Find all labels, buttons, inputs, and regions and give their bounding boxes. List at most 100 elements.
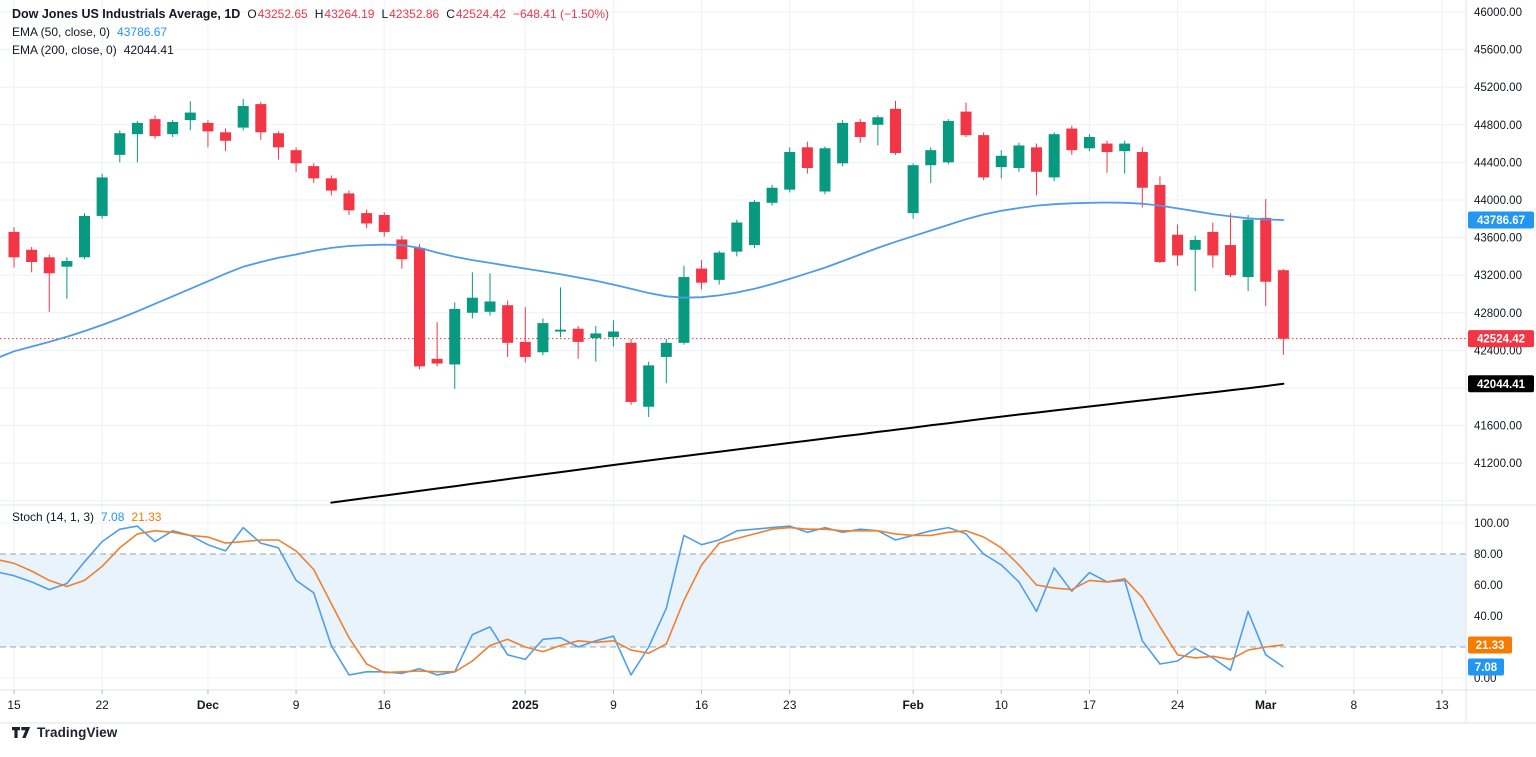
- price-badge-text: 43786.67: [1477, 215, 1525, 227]
- candle-body: [1083, 137, 1095, 149]
- candle-body: [854, 121, 866, 137]
- time-axis-label[interactable]: 13: [1435, 698, 1449, 712]
- candle-body: [1136, 152, 1148, 188]
- time-axis-label[interactable]: Mar: [1255, 698, 1277, 712]
- time-axis-label[interactable]: 10: [995, 698, 1009, 712]
- time-axis-label[interactable]: 9: [293, 698, 300, 712]
- candle-body: [1207, 231, 1219, 256]
- candle-body: [114, 133, 126, 155]
- candle-body: [272, 133, 284, 148]
- candle-body: [361, 213, 373, 224]
- stoch-axis-label[interactable]: 0.00: [1474, 673, 1496, 685]
- candle-body: [1031, 147, 1043, 172]
- symbol-legend[interactable]: Dow Jones US Industrials Average, 1D O 43…: [12, 7, 609, 21]
- price-axis-label[interactable]: 44800.00: [1474, 120, 1522, 132]
- candle-body: [1101, 143, 1113, 153]
- price-axis-label[interactable]: 42800.00: [1474, 308, 1522, 320]
- time-axis-label[interactable]: 2025: [512, 698, 539, 712]
- candle-body: [431, 358, 443, 364]
- candle-body: [748, 201, 760, 246]
- time-axis-label[interactable]: 24: [1171, 698, 1185, 712]
- candle-body: [1048, 134, 1060, 178]
- candle-body: [537, 323, 549, 353]
- price-axis-label[interactable]: 43600.00: [1474, 233, 1522, 245]
- candle-body: [378, 215, 390, 232]
- stoch-axis-label[interactable]: 80.00: [1474, 549, 1503, 561]
- candle-body: [837, 122, 849, 164]
- price-axis-label[interactable]: 44000.00: [1474, 195, 1522, 207]
- time-axis-label[interactable]: 22: [95, 698, 109, 712]
- price-badge-text: 42524.42: [1477, 334, 1525, 346]
- time-axis-label[interactable]: 15: [7, 698, 21, 712]
- candle-body: [801, 147, 813, 169]
- price-axis-label[interactable]: 44400.00: [1474, 157, 1522, 169]
- candle-body: [713, 252, 725, 280]
- stoch-axis-label[interactable]: 60.00: [1474, 580, 1503, 592]
- tradingview-logo-icon: [12, 727, 31, 738]
- candle-body: [607, 331, 619, 338]
- time-axis-label[interactable]: 23: [783, 698, 797, 712]
- candle-body: [1172, 234, 1184, 256]
- candle-body: [255, 104, 267, 133]
- ema200-legend[interactable]: EMA (200, close, 0) 42044.41: [12, 43, 174, 57]
- candle-body: [26, 249, 38, 262]
- time-axis-label[interactable]: 17: [1083, 698, 1097, 712]
- ema50-legend[interactable]: EMA (50, close, 0) 43786.67: [12, 25, 167, 39]
- candle-body: [890, 108, 901, 153]
- time-axis-label[interactable]: 16: [378, 698, 392, 712]
- candle-body: [131, 122, 143, 135]
- tradingview-logo[interactable]: TradingView: [12, 725, 117, 740]
- candle-body: [907, 165, 919, 214]
- candle-body: [1277, 270, 1289, 339]
- candle-body: [413, 247, 425, 367]
- price-axis-label[interactable]: 43200.00: [1474, 270, 1522, 282]
- candle-body: [519, 341, 531, 357]
- stoch-legend[interactable]: Stoch (14, 1, 3) 7.08 21.33: [12, 510, 161, 524]
- candle-body: [1119, 143, 1131, 152]
- price-axis-label[interactable]: 46000.00: [1474, 7, 1522, 19]
- stoch-badge: [1468, 636, 1512, 654]
- stoch-axis-label[interactable]: 40.00: [1474, 611, 1503, 623]
- candle-body: [1189, 239, 1201, 250]
- open-value: 43252.65: [257, 7, 308, 21]
- candle-body: [766, 187, 778, 203]
- candle-body: [484, 301, 496, 312]
- stoch-axis-label[interactable]: 100.00: [1474, 518, 1509, 530]
- candle-body: [572, 328, 584, 342]
- stoch-badge-text: 21.33: [1476, 640, 1505, 652]
- candle-body: [79, 215, 91, 258]
- time-axis-label[interactable]: 8: [1351, 698, 1358, 712]
- low-readout: L 42352.86: [381, 7, 439, 21]
- candle-body: [1224, 245, 1236, 276]
- symbol-title: Dow Jones US Industrials Average, 1D: [12, 7, 241, 21]
- low-label: L: [381, 7, 389, 21]
- price-axis-label[interactable]: 45200.00: [1474, 82, 1522, 94]
- price-badge: [1468, 375, 1534, 393]
- price-axis-label[interactable]: 41600.00: [1474, 421, 1522, 433]
- candle-body: [1154, 184, 1166, 262]
- time-axis-label[interactable]: Dec: [197, 698, 219, 712]
- open-label: O: [247, 7, 257, 21]
- price-axis-label[interactable]: 45600.00: [1474, 45, 1522, 57]
- ema50-line: [0, 201, 1285, 358]
- candle-body: [819, 148, 831, 192]
- high-label: H: [314, 7, 324, 21]
- candle-body: [1242, 219, 1254, 278]
- price-axis-label[interactable]: 41200.00: [1474, 458, 1522, 470]
- candle-body: [149, 119, 161, 137]
- price-badge: [1468, 330, 1534, 348]
- candle-body: [960, 111, 972, 136]
- candle-body: [978, 135, 990, 178]
- candle-body: [220, 132, 232, 141]
- time-axis-label[interactable]: Feb: [902, 698, 923, 712]
- time-axis-label[interactable]: 9: [610, 698, 617, 712]
- candle-body: [590, 333, 602, 339]
- price-axis-label[interactable]: 42400.00: [1474, 345, 1522, 357]
- candle-body: [325, 178, 337, 191]
- stoch-d-line: [0, 526, 1284, 674]
- time-axis-label[interactable]: 16: [695, 698, 709, 712]
- candle-body: [449, 308, 461, 365]
- ema200-label: EMA (200, close, 0): [12, 43, 117, 57]
